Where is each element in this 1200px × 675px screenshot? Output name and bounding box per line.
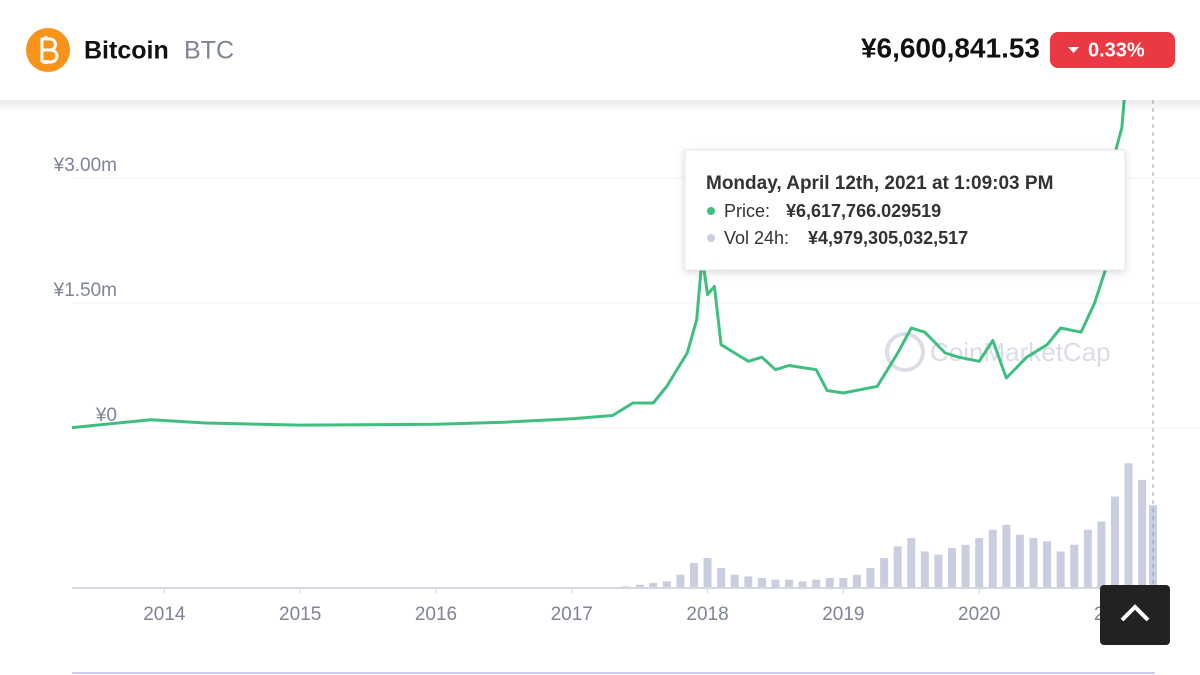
volume-bar bbox=[812, 579, 821, 588]
volume-bar bbox=[689, 563, 698, 588]
volume-bar bbox=[988, 529, 997, 588]
volume-bar bbox=[948, 548, 957, 588]
volume-bar bbox=[1070, 544, 1079, 588]
volume-bar bbox=[825, 578, 834, 588]
x-tick-label: 2014 bbox=[143, 604, 186, 625]
y-tick-label: ¥1.50m bbox=[53, 280, 117, 301]
volume-bar bbox=[975, 538, 984, 588]
volume-bar bbox=[717, 568, 726, 588]
coin-symbol: BTC bbox=[184, 37, 234, 65]
volume-bar bbox=[798, 581, 807, 588]
button-bg[interactable] bbox=[1100, 585, 1170, 645]
volume-bar bbox=[961, 544, 970, 588]
volume-bar bbox=[880, 558, 889, 588]
x-tick-label: 2018 bbox=[686, 604, 728, 625]
volume-bar bbox=[1110, 496, 1119, 588]
tooltip: Monday, April 12th, 2021 at 1:09:03 PM P… bbox=[684, 149, 1126, 271]
volume-bar bbox=[1043, 541, 1052, 588]
y-tick-label: ¥0 bbox=[95, 405, 117, 426]
tooltip-date: Monday, April 12th, 2021 at 1:09:03 PM bbox=[706, 173, 1053, 194]
header bbox=[0, 0, 1200, 100]
current-price: ¥6,600,841.53 bbox=[861, 32, 1040, 63]
coin-icon bbox=[26, 28, 70, 72]
header-shadow bbox=[0, 100, 1200, 112]
volume-bar bbox=[662, 581, 671, 588]
scroll-top-button[interactable] bbox=[1100, 585, 1170, 645]
x-tick-label: 2020 bbox=[958, 604, 1000, 625]
down-arrow bbox=[1068, 47, 1079, 53]
price-area bbox=[71, 100, 1126, 430]
volume-bar bbox=[866, 568, 875, 588]
tooltip-vol-label: Vol 24h: bbox=[724, 228, 789, 248]
volume-bar bbox=[920, 551, 929, 588]
volume-bar bbox=[703, 558, 712, 588]
volume-bar bbox=[785, 579, 794, 588]
change-value: 0.33% bbox=[1088, 39, 1145, 61]
volume-bar bbox=[1056, 551, 1065, 588]
price-line bbox=[71, 100, 1126, 430]
tooltip-vol: ¥4,979,305,032,517 bbox=[808, 228, 968, 248]
volume-bar bbox=[839, 578, 848, 588]
x-tick-label: 2016 bbox=[415, 604, 457, 625]
volume-bar bbox=[1083, 529, 1092, 588]
volume-bar bbox=[1015, 534, 1024, 588]
volume-bar bbox=[744, 576, 753, 588]
coin-name: Bitcoin bbox=[84, 37, 169, 65]
volume-bar bbox=[1029, 538, 1038, 588]
volume-bar bbox=[757, 578, 766, 588]
volume-bar bbox=[852, 574, 861, 588]
x-tick-label: 2015 bbox=[279, 604, 321, 625]
volume-bar bbox=[649, 583, 658, 588]
volume-bar bbox=[771, 579, 780, 588]
volume-bar bbox=[893, 546, 902, 588]
watermark-logo bbox=[885, 332, 925, 372]
x-tick-label: 2019 bbox=[822, 604, 864, 625]
volume-bar bbox=[907, 538, 916, 588]
volume-bar bbox=[1002, 524, 1011, 588]
chevron-up bbox=[1120, 604, 1150, 622]
x-tick-label: 2017 bbox=[551, 604, 593, 625]
vol-dot bbox=[707, 234, 715, 242]
volume-bar bbox=[676, 574, 685, 588]
volume-bar bbox=[934, 554, 943, 588]
volume-bar bbox=[635, 584, 644, 588]
volume-bar bbox=[730, 574, 739, 588]
change-badge bbox=[1050, 32, 1175, 68]
volume-bar bbox=[1124, 463, 1133, 588]
volume-bar bbox=[1149, 505, 1157, 588]
tooltip-price: ¥6,617,766.029519 bbox=[786, 201, 941, 221]
volume-bar bbox=[1138, 479, 1147, 588]
price-dot bbox=[707, 207, 715, 215]
tooltip-box bbox=[684, 149, 1126, 271]
volume-bar bbox=[1097, 521, 1106, 588]
tooltip-price-label: Price: bbox=[724, 201, 770, 221]
y-tick-label: ¥3.00m bbox=[53, 155, 117, 176]
